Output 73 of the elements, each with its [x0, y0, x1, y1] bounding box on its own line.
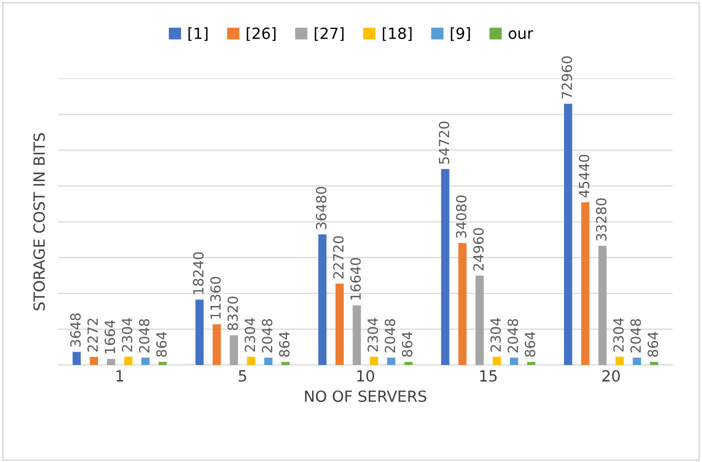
legend-label: [18] [382, 27, 412, 41]
legend-label: our [508, 30, 534, 40]
bar [564, 104, 572, 365]
data-label: 45440 [578, 154, 590, 198]
bar [370, 356, 378, 365]
legend-label: [1] [188, 27, 208, 41]
bar [195, 300, 204, 365]
data-label: 2048 [508, 319, 518, 352]
bar [527, 362, 536, 365]
data-label: 72960 [562, 56, 572, 98]
data-label: 2304 [490, 318, 501, 352]
data-label: 36480 [316, 186, 326, 230]
bar [650, 362, 658, 365]
data-label: 2304 [613, 318, 624, 352]
data-label: 16640 [350, 258, 361, 300]
bar [72, 352, 81, 365]
data-label: 24960 [473, 228, 484, 270]
bar [441, 169, 450, 365]
bar [212, 324, 221, 365]
bar [158, 362, 167, 365]
bar [352, 305, 361, 365]
bar [141, 358, 150, 365]
data-label: 864 [156, 332, 167, 357]
bar [581, 202, 590, 365]
bar [318, 234, 326, 365]
y-axis-title: STORAGE COST IN BITS [33, 133, 45, 310]
bar [598, 246, 607, 365]
bar [281, 362, 290, 365]
data-label: 2272 [87, 318, 98, 352]
x-tick-label: 10 [357, 370, 374, 382]
legend-label: [27] [314, 27, 344, 41]
data-label: 2048 [262, 319, 272, 352]
x-tick-label: 1 [116, 370, 124, 382]
data-label: 3648 [70, 313, 81, 347]
bar [476, 276, 484, 365]
bar [124, 356, 132, 365]
data-label: 2048 [630, 319, 641, 352]
data-label: 2304 [368, 318, 378, 352]
bar [335, 284, 344, 365]
bar [492, 356, 501, 365]
bar [510, 358, 518, 365]
data-label: 18240 [193, 252, 204, 294]
x-axis-title: NO OF SERVERS [305, 390, 426, 402]
data-label: 2048 [384, 319, 396, 352]
bar [230, 335, 238, 365]
data-label: 8320 [227, 296, 238, 330]
data-label: 864 [648, 332, 658, 357]
bar [90, 356, 98, 365]
data-label: 864 [279, 332, 290, 357]
x-tick-label: 5 [238, 370, 246, 382]
bar [247, 356, 256, 365]
x-tick-label: 15 [480, 370, 497, 382]
bar [616, 356, 624, 365]
bar [404, 362, 412, 365]
data-label: 34080 [456, 196, 466, 238]
bar [632, 358, 641, 365]
data-label: 54720 [438, 122, 450, 164]
legend-label: [9] [450, 27, 470, 41]
data-label: 2304 [244, 318, 256, 352]
data-label: 22720 [333, 236, 344, 278]
data-label: 33280 [596, 198, 607, 241]
bar [106, 359, 116, 365]
bar [387, 358, 396, 365]
data-label: 864 [402, 332, 412, 357]
x-tick-label: 20 [602, 370, 620, 382]
data-label: 2304 [122, 318, 132, 352]
data-label: 1664 [104, 320, 116, 354]
bar [458, 242, 467, 365]
data-label: 864 [524, 332, 536, 357]
data-label: 11360 [210, 276, 221, 319]
legend-label: [26] [246, 27, 276, 41]
bar [264, 358, 272, 365]
data-label: 2048 [139, 319, 150, 352]
